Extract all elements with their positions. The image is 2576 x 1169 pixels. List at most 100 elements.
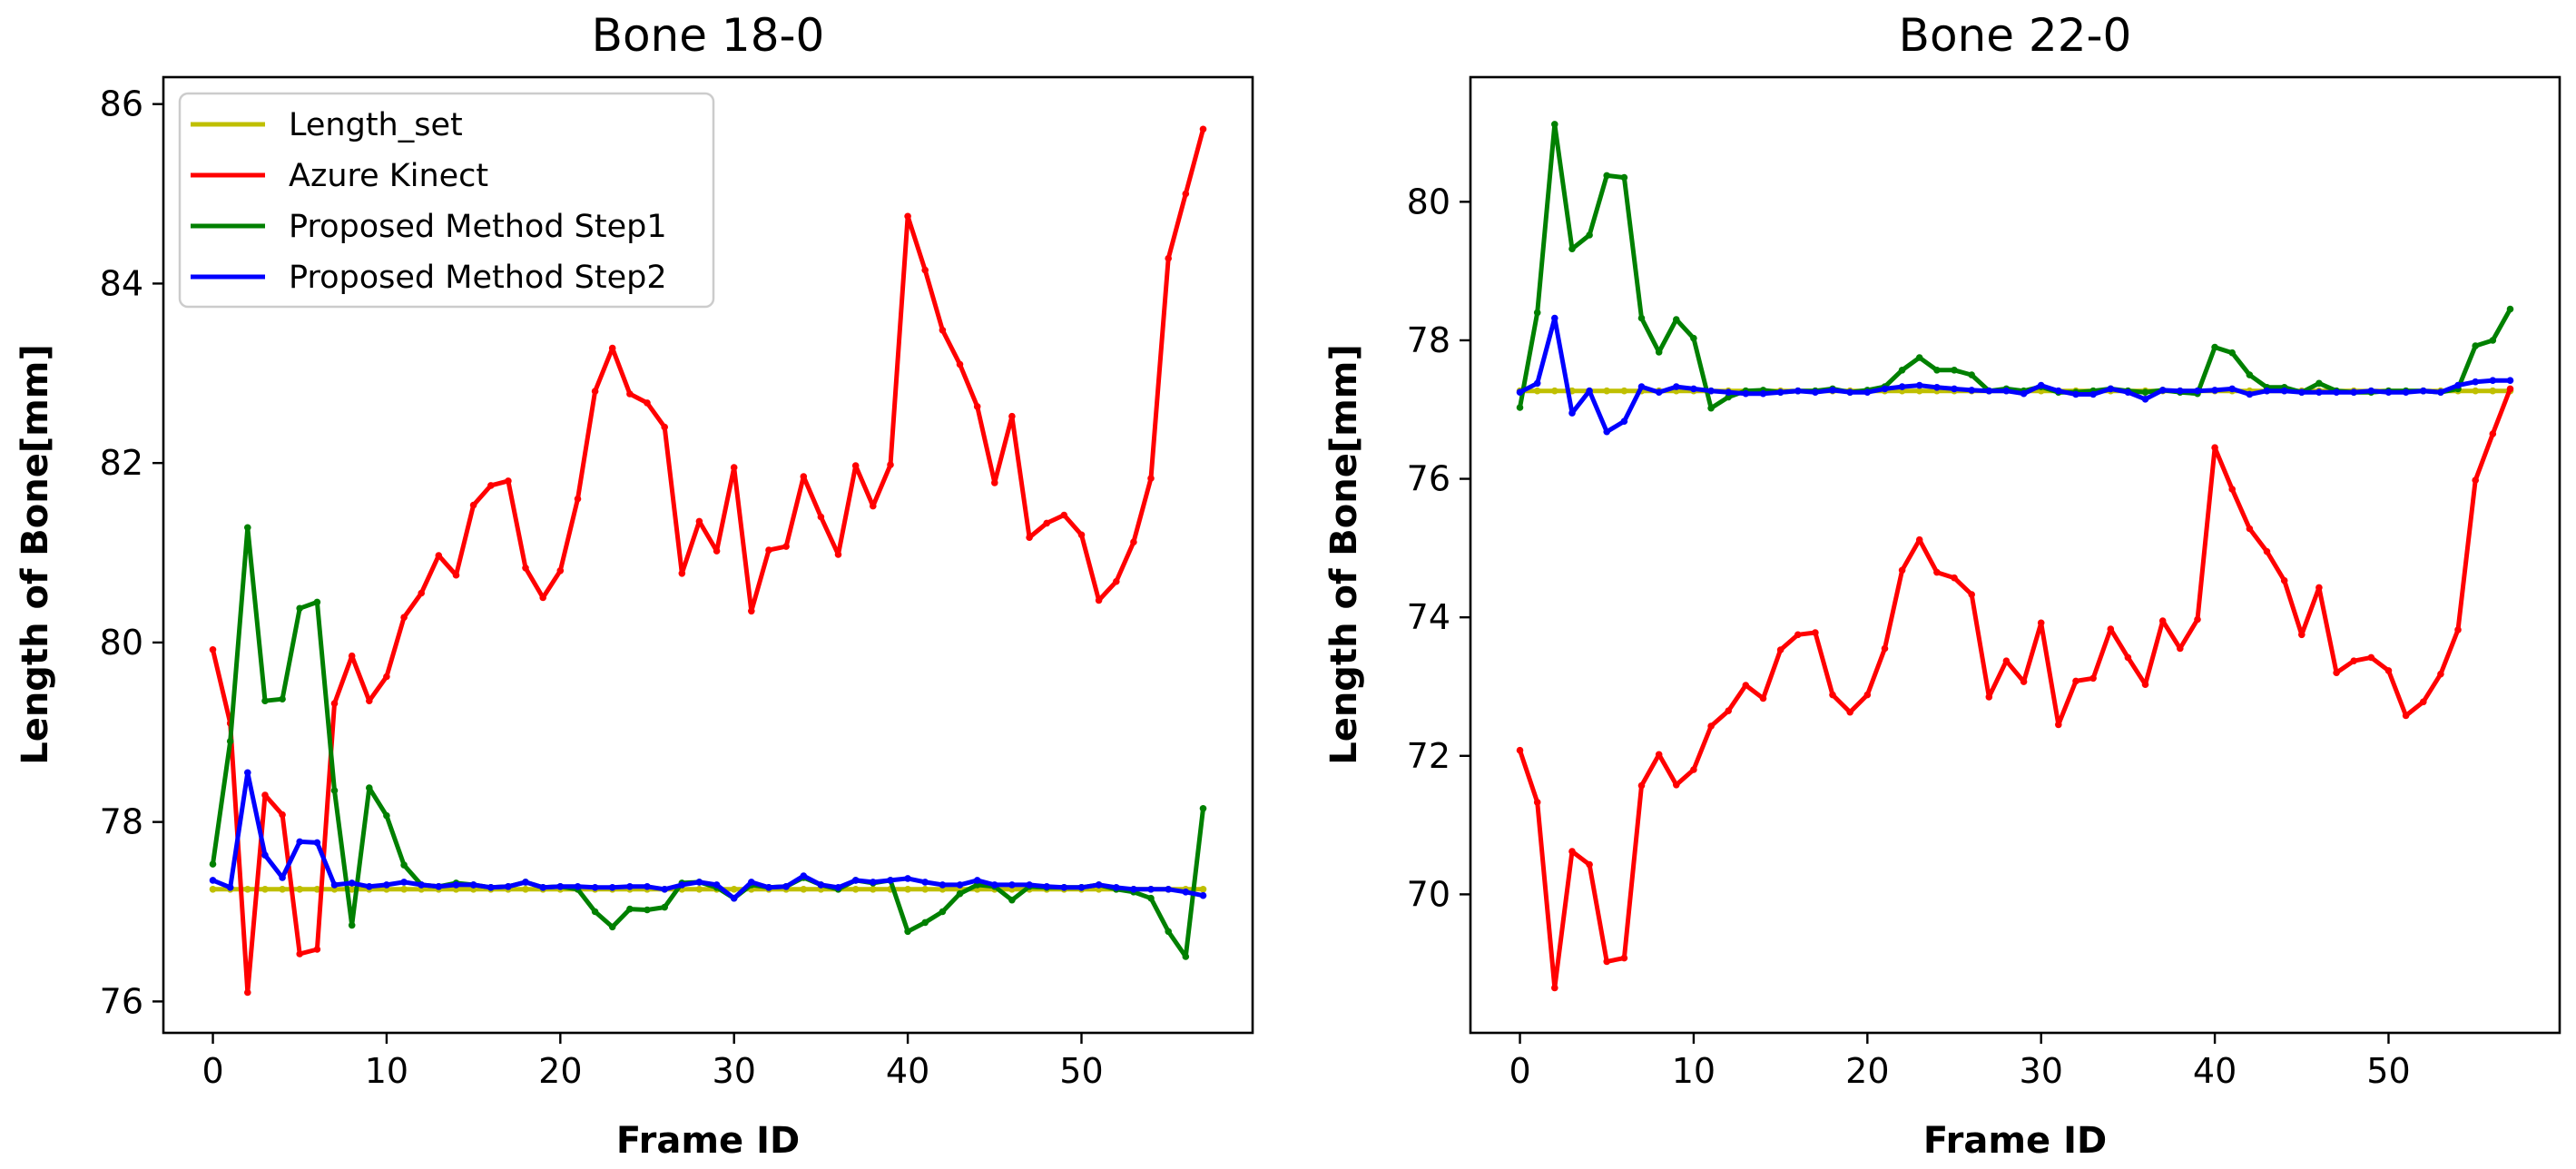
- data-point-proposed-method-step2: [921, 879, 929, 886]
- data-point-azure-kinect: [209, 646, 217, 653]
- data-point-proposed-method-step1: [2315, 379, 2323, 388]
- data-point-length-set: [1533, 387, 1541, 395]
- data-point-proposed-method-step2: [1673, 383, 1680, 390]
- data-point-proposed-method-step2: [887, 877, 894, 884]
- data-point-proposed-method-step2: [1533, 379, 1541, 388]
- data-point-azure-kinect: [1812, 629, 1819, 636]
- data-point-proposed-method-step1: [1968, 371, 1975, 378]
- data-point-length-set: [522, 886, 529, 893]
- data-point-proposed-method-step1: [330, 787, 339, 794]
- series-line-proposed-method-step1: [1518, 122, 2512, 411]
- data-point-azure-kinect: [1742, 682, 1750, 689]
- data-point-azure-kinect: [1147, 475, 1155, 482]
- data-point-azure-kinect: [1846, 708, 1853, 716]
- data-point-proposed-method-step1: [2211, 343, 2218, 351]
- data-point-proposed-method-step1: [1951, 367, 1958, 374]
- data-point-azure-kinect: [1130, 538, 1137, 545]
- data-point-proposed-method-step2: [695, 879, 703, 886]
- data-point-proposed-method-step2: [2367, 387, 2375, 395]
- data-point-azure-kinect: [1043, 519, 1050, 527]
- data-point-proposed-method-step2: [1690, 385, 1697, 393]
- data-point-azure-kinect: [1759, 694, 1767, 702]
- data-point-azure-kinect: [591, 388, 599, 395]
- data-point-proposed-method-step2: [2211, 387, 2218, 394]
- data-point-azure-kinect: [2002, 657, 2011, 664]
- data-point-proposed-method-step2: [522, 879, 529, 886]
- data-point-azure-kinect: [1898, 566, 1906, 575]
- data-point-proposed-method-step1: [2141, 388, 2149, 397]
- data-point-proposed-method-step2: [2020, 389, 2028, 398]
- data-point-proposed-method-step2: [383, 881, 390, 889]
- y-tick-label: 86: [100, 84, 143, 124]
- data-point-proposed-method-step1: [296, 604, 304, 613]
- data-point-proposed-method-step2: [2280, 387, 2288, 395]
- series-line-proposed-method-step2: [211, 770, 1205, 901]
- data-point-azure-kinect: [1829, 691, 1836, 699]
- data-point-proposed-method-step1: [1690, 334, 1697, 342]
- x-tick-label: 30: [713, 1051, 756, 1091]
- data-point-proposed-method-step2: [1898, 383, 1906, 390]
- data-point-azure-kinect: [800, 473, 808, 480]
- data-point-proposed-method-step1: [1933, 367, 1941, 374]
- data-point-proposed-method-step2: [279, 874, 286, 881]
- data-point-proposed-method-step2: [1620, 418, 1628, 426]
- data-point-azure-kinect: [2055, 721, 2062, 729]
- data-point-proposed-method-step2: [313, 839, 321, 847]
- data-point-proposed-method-step2: [1707, 387, 1715, 395]
- data-point-proposed-method-step1: [608, 923, 616, 931]
- x-tick-label: 50: [1059, 1051, 1103, 1091]
- data-point-azure-kinect: [817, 513, 825, 521]
- data-point-azure-kinect: [469, 501, 477, 509]
- data-point-proposed-method-step2: [1551, 314, 1558, 322]
- data-point-proposed-method-step1: [2228, 349, 2236, 357]
- data-point-azure-kinect: [2489, 430, 2497, 437]
- data-point-proposed-method-step1: [626, 905, 634, 913]
- data-point-proposed-method-step2: [2298, 388, 2306, 397]
- data-point-azure-kinect: [1655, 751, 1663, 759]
- y-tick-label: 74: [1407, 597, 1450, 637]
- data-point-proposed-method-step2: [1165, 886, 1172, 893]
- data-point-proposed-method-step1: [939, 908, 947, 916]
- data-point-proposed-method-step1: [313, 598, 321, 606]
- data-point-proposed-method-step1: [366, 784, 373, 791]
- data-point-azure-kinect: [2141, 681, 2149, 688]
- data-point-azure-kinect: [313, 946, 321, 953]
- series-line-azure-kinect: [211, 126, 1205, 995]
- data-point-proposed-method-step1: [921, 918, 929, 927]
- data-point-azure-kinect: [556, 567, 565, 575]
- legend-box: [178, 92, 715, 309]
- data-point-proposed-method-step1: [2506, 305, 2514, 313]
- data-point-proposed-method-step2: [834, 884, 842, 891]
- data-point-proposed-method-step2: [2263, 387, 2271, 395]
- data-point-proposed-method-step2: [1725, 388, 1732, 397]
- data-point-azure-kinect: [383, 673, 390, 681]
- data-point-azure-kinect: [1707, 722, 1715, 730]
- data-point-proposed-method-step2: [1742, 389, 1750, 398]
- data-point-proposed-method-step2: [1881, 385, 1889, 393]
- data-point-proposed-method-step2: [2002, 387, 2011, 395]
- data-point-proposed-method-step2: [991, 881, 998, 889]
- y-axis-label: Length of Bone[mm]: [1323, 344, 1365, 765]
- data-point-proposed-method-step2: [435, 883, 443, 890]
- data-point-azure-kinect: [330, 700, 339, 707]
- data-point-azure-kinect: [1077, 531, 1086, 539]
- data-point-length-set: [348, 886, 356, 893]
- data-point-azure-kinect: [1060, 511, 1068, 519]
- y-tick-label: 76: [1407, 459, 1450, 499]
- legend-label-step2: Proposed Method Step2: [289, 260, 667, 296]
- data-point-length-set: [209, 886, 217, 893]
- data-point-proposed-method-step1: [226, 737, 234, 745]
- data-point-proposed-method-step1: [261, 697, 269, 704]
- data-point-proposed-method-step1: [1898, 367, 1906, 374]
- data-point-azure-kinect: [366, 697, 373, 704]
- data-point-azure-kinect: [626, 390, 634, 398]
- data-point-azure-kinect: [1603, 958, 1610, 966]
- chart-panel-bone-22-0: Bone 22-0 0 10 20 30 40 50 70 72 74 76 78 80 Frame …: [1323, 9, 2561, 1162]
- data-point-proposed-method-step2: [330, 881, 339, 889]
- x-tick-label: 0: [1509, 1051, 1530, 1091]
- chart-title: Bone 18-0: [592, 9, 825, 62]
- data-point-length-set: [296, 886, 304, 893]
- data-point-azure-kinect: [2246, 525, 2254, 533]
- data-point-azure-kinect: [904, 212, 911, 221]
